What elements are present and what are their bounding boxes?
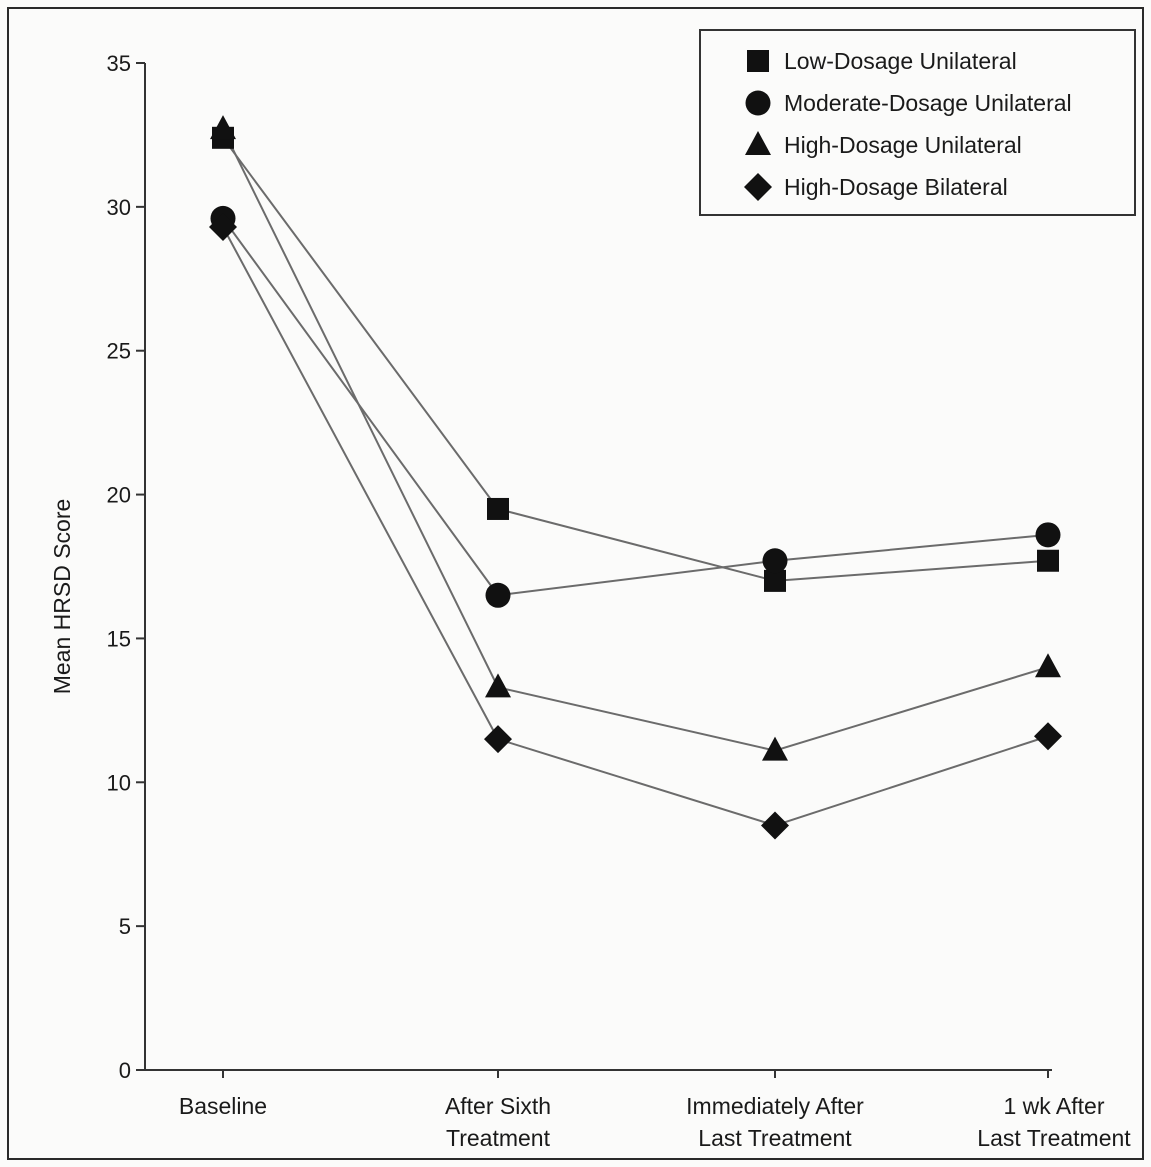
series-line-high-dosage-bilateral — [222, 226, 1049, 827]
x-tick-label-2-0: Immediately After — [686, 1093, 864, 1119]
y-tick-label-0: 0 — [119, 1058, 131, 1083]
y-tick-label-25: 25 — [107, 339, 131, 364]
point-moderate-dosage-unilateral-1 — [485, 582, 511, 608]
legend-box — [699, 29, 1136, 216]
legend-label-high-dosage-unilateral: High-Dosage Unilateral — [784, 132, 1022, 158]
point-high-dosage-unilateral-2 — [762, 736, 788, 761]
legend-item-high-dosage-bilateral: High-Dosage Bilateral — [744, 173, 1008, 201]
point-low-dosage-unilateral-3 — [1037, 549, 1059, 572]
point-high-dosage-bilateral-0 — [209, 212, 237, 241]
point-high-dosage-bilateral-3 — [1034, 722, 1062, 751]
legend-item-high-dosage-unilateral: High-Dosage Unilateral — [745, 131, 1022, 158]
y-tick-label-15: 15 — [107, 626, 131, 651]
y-tick-label-20: 20 — [107, 483, 131, 508]
legend-marker-moderate-dosage-unilateral — [745, 90, 771, 116]
point-high-dosage-unilateral-0 — [210, 115, 236, 140]
x-tick-label-1-1: Treatment — [446, 1125, 551, 1151]
plot-frame — [7, 7, 1144, 1160]
legend-item-moderate-dosage-unilateral: Moderate-Dosage Unilateral — [745, 90, 1072, 116]
x-tick-label-3-1: Last Treatment — [977, 1125, 1131, 1151]
x-tick-label-2-1: Last Treatment — [698, 1125, 852, 1151]
point-moderate-dosage-unilateral-3 — [1035, 522, 1061, 548]
point-low-dosage-unilateral-2 — [764, 569, 786, 592]
series-line-moderate-dosage-unilateral — [222, 217, 1049, 597]
point-high-dosage-unilateral-3 — [1035, 653, 1061, 678]
point-low-dosage-unilateral-1 — [487, 497, 509, 520]
legend-label-low-dosage-unilateral: Low-Dosage Unilateral — [784, 48, 1017, 74]
x-tick-label-0-0: Baseline — [179, 1093, 267, 1119]
point-high-dosage-unilateral-1 — [485, 673, 511, 698]
legend-marker-low-dosage-unilateral — [747, 50, 769, 72]
legend-marker-high-dosage-bilateral — [744, 173, 772, 201]
x-tick-label-3-0: 1 wk After — [1004, 1093, 1105, 1119]
legend-item-low-dosage-unilateral: Low-Dosage Unilateral — [747, 48, 1017, 74]
y-tick-label-35: 35 — [107, 51, 131, 76]
legend-marker-high-dosage-unilateral — [745, 131, 771, 155]
y-tick-label-5: 5 — [119, 914, 131, 939]
x-tick-label-1-0: After Sixth — [445, 1093, 551, 1119]
legend-label-moderate-dosage-unilateral: Moderate-Dosage Unilateral — [784, 90, 1072, 116]
point-moderate-dosage-unilateral-2 — [762, 548, 788, 574]
legend-label-high-dosage-bilateral: High-Dosage Bilateral — [784, 174, 1008, 200]
y-axis-title: Mean HRSD Score — [49, 499, 75, 695]
point-high-dosage-bilateral-2 — [761, 811, 789, 840]
y-tick-label-30: 30 — [107, 195, 131, 220]
y-tick-label-10: 10 — [107, 770, 131, 795]
series-line-high-dosage-unilateral — [222, 128, 1049, 752]
point-high-dosage-bilateral-1 — [484, 725, 512, 754]
series-line-low-dosage-unilateral — [222, 137, 1049, 582]
